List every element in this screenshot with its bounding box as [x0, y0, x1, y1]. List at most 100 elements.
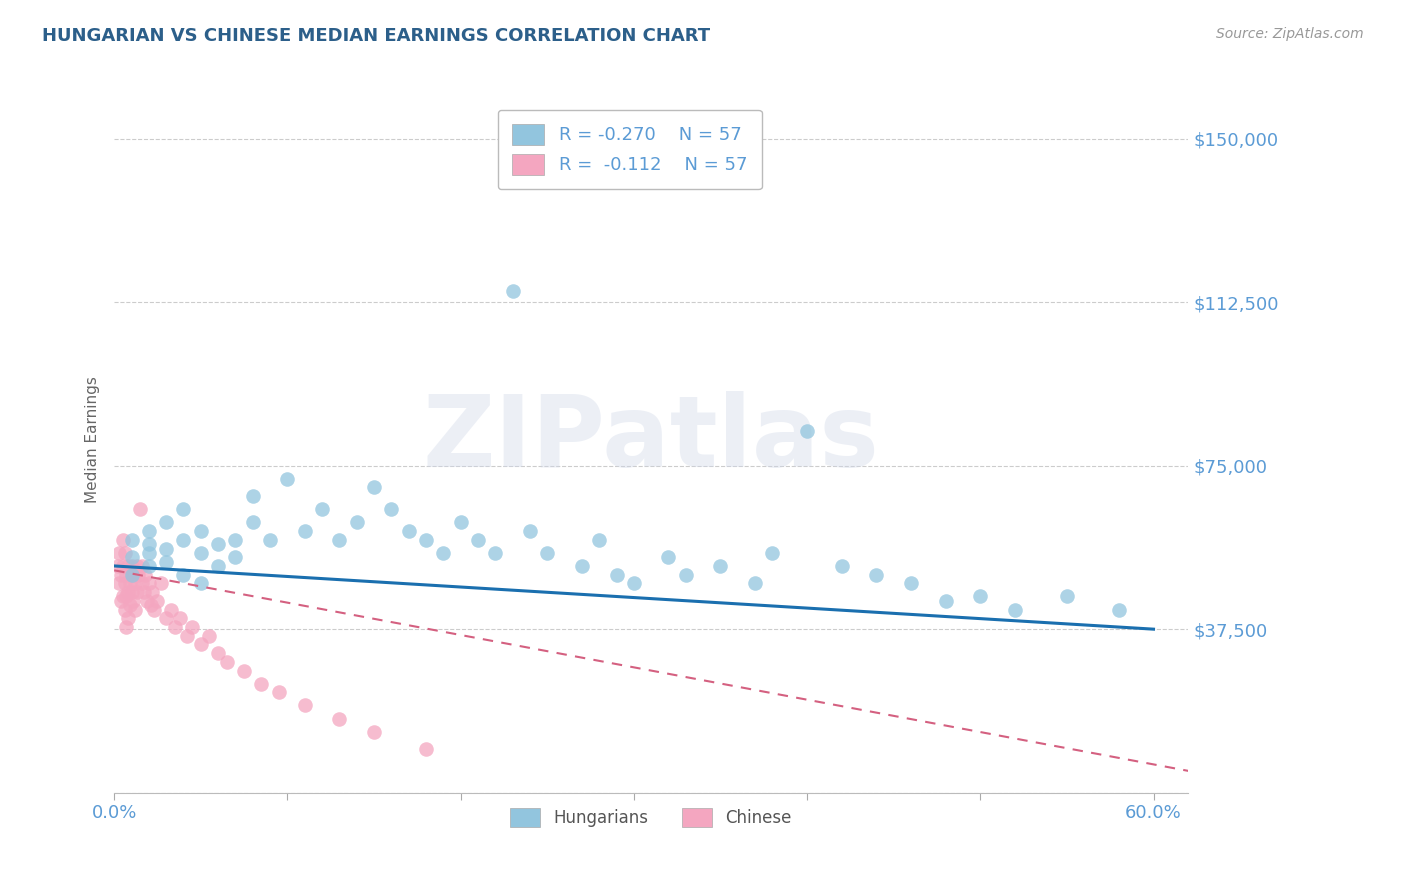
- Point: [155, 516, 177, 530]
- Point: [865, 567, 887, 582]
- Point: [207, 646, 229, 660]
- Point: [117, 558, 139, 573]
- Point: [328, 712, 350, 726]
- Point: [207, 558, 229, 573]
- Point: [132, 585, 155, 599]
- Point: [380, 502, 402, 516]
- Point: [363, 724, 385, 739]
- Point: [138, 576, 160, 591]
- Point: [139, 598, 162, 612]
- Point: [141, 585, 163, 599]
- Point: [796, 424, 818, 438]
- Point: [415, 533, 437, 547]
- Point: [111, 533, 134, 547]
- Point: [450, 516, 472, 530]
- Point: [900, 576, 922, 591]
- Point: [1108, 602, 1130, 616]
- Point: [398, 524, 420, 538]
- Point: [131, 558, 153, 573]
- Point: [114, 546, 136, 560]
- Point: [169, 611, 191, 625]
- Point: [108, 576, 131, 591]
- Point: [233, 664, 256, 678]
- Point: [121, 567, 143, 582]
- Point: [108, 546, 131, 560]
- Point: [657, 550, 679, 565]
- Point: [432, 546, 454, 560]
- Point: [172, 502, 194, 516]
- Point: [224, 533, 246, 547]
- Point: [115, 590, 138, 604]
- Point: [190, 637, 212, 651]
- Point: [122, 567, 145, 582]
- Point: [114, 576, 136, 591]
- Point: [294, 698, 316, 713]
- Point: [124, 602, 146, 616]
- Point: [110, 594, 132, 608]
- Point: [467, 533, 489, 547]
- Point: [115, 620, 138, 634]
- Point: [176, 629, 198, 643]
- Point: [146, 594, 169, 608]
- Point: [969, 590, 991, 604]
- Point: [110, 567, 132, 582]
- Point: [155, 541, 177, 556]
- Point: [744, 576, 766, 591]
- Point: [363, 480, 385, 494]
- Point: [276, 472, 298, 486]
- Point: [623, 576, 645, 591]
- Point: [118, 598, 141, 612]
- Point: [415, 742, 437, 756]
- Point: [131, 576, 153, 591]
- Point: [605, 567, 627, 582]
- Y-axis label: Median Earnings: Median Earnings: [86, 376, 100, 503]
- Point: [935, 594, 957, 608]
- Point: [121, 585, 143, 599]
- Point: [121, 550, 143, 565]
- Point: [224, 550, 246, 565]
- Point: [761, 546, 783, 560]
- Point: [207, 537, 229, 551]
- Point: [536, 546, 558, 560]
- Point: [125, 585, 148, 599]
- Point: [155, 555, 177, 569]
- Text: Source: ZipAtlas.com: Source: ZipAtlas.com: [1216, 27, 1364, 41]
- Point: [709, 558, 731, 573]
- Point: [190, 576, 212, 591]
- Point: [259, 533, 281, 547]
- Point: [122, 594, 145, 608]
- Point: [111, 590, 134, 604]
- Point: [115, 567, 138, 582]
- Point: [831, 558, 853, 573]
- Point: [149, 576, 172, 591]
- Point: [215, 655, 238, 669]
- Point: [242, 516, 264, 530]
- Point: [134, 567, 156, 582]
- Point: [190, 546, 212, 560]
- Point: [121, 533, 143, 547]
- Point: [346, 516, 368, 530]
- Point: [172, 567, 194, 582]
- Point: [484, 546, 506, 560]
- Point: [502, 285, 524, 299]
- Text: ZIPatlas: ZIPatlas: [423, 391, 880, 488]
- Point: [160, 602, 183, 616]
- Point: [118, 576, 141, 591]
- Text: HUNGARIAN VS CHINESE MEDIAN EARNINGS CORRELATION CHART: HUNGARIAN VS CHINESE MEDIAN EARNINGS COR…: [42, 27, 710, 45]
- Point: [117, 585, 139, 599]
- Point: [190, 524, 212, 538]
- Point: [328, 533, 350, 547]
- Point: [127, 567, 149, 582]
- Point: [138, 546, 160, 560]
- Point: [250, 676, 273, 690]
- Point: [107, 558, 129, 573]
- Point: [129, 502, 152, 516]
- Point: [294, 524, 316, 538]
- Point: [519, 524, 541, 538]
- Point: [155, 611, 177, 625]
- Point: [588, 533, 610, 547]
- Point: [675, 567, 697, 582]
- Point: [143, 602, 166, 616]
- Point: [181, 620, 204, 634]
- Point: [198, 629, 221, 643]
